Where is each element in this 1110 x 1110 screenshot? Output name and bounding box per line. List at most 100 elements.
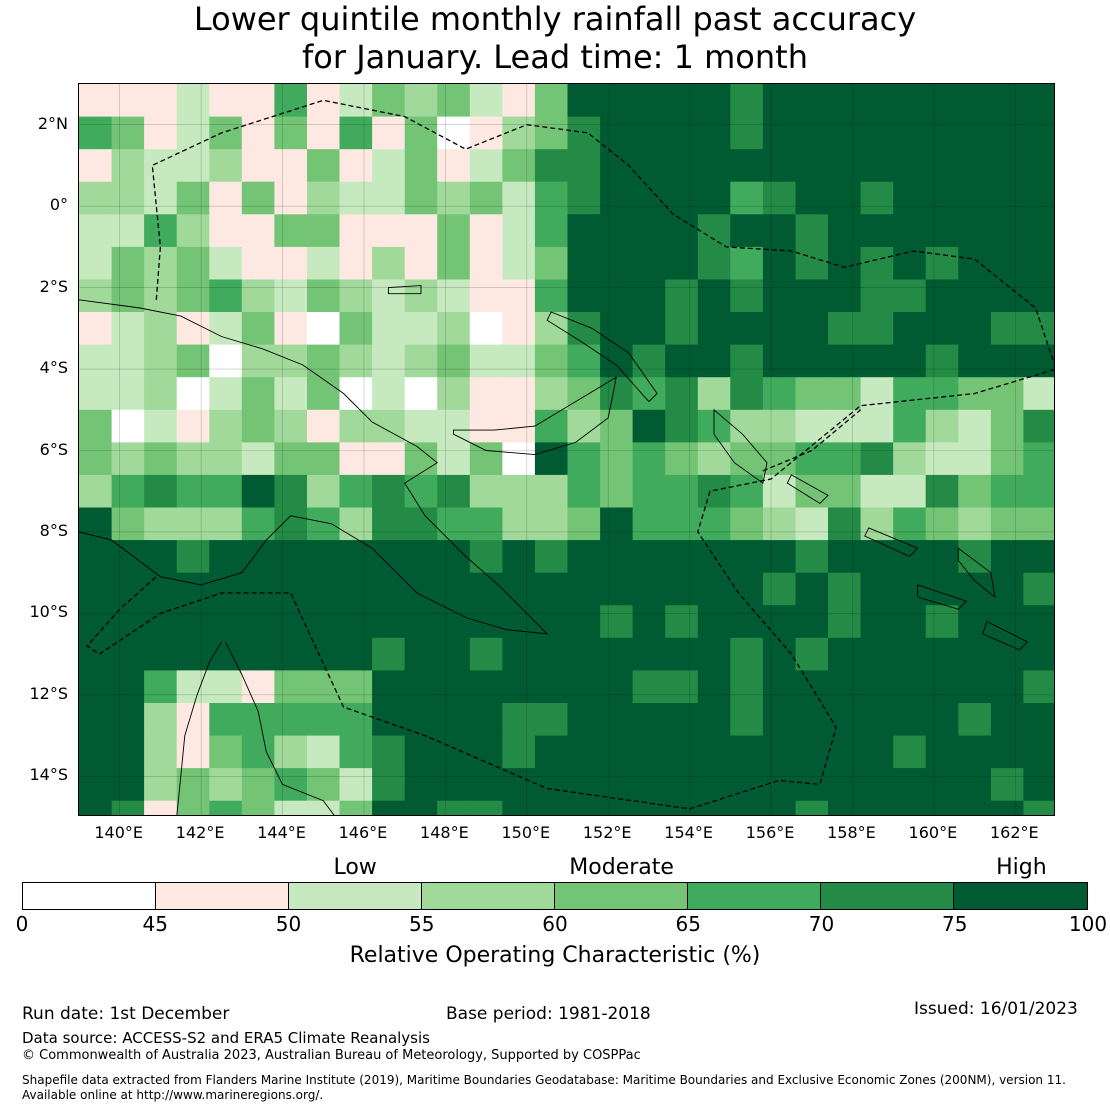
- roc-cell: [144, 442, 178, 476]
- roc-cell: [372, 605, 406, 639]
- roc-cell: [958, 409, 992, 443]
- roc-cell: [730, 572, 764, 606]
- roc-cell: [144, 572, 178, 606]
- roc-cell: [1023, 84, 1054, 118]
- roc-cell: [307, 312, 341, 346]
- roc-cell: [469, 670, 503, 704]
- roc-cell: [144, 84, 178, 118]
- roc-cell: [534, 670, 569, 704]
- roc-cell: [307, 605, 341, 639]
- roc-cell: [925, 637, 959, 671]
- roc-cell: [925, 246, 959, 281]
- roc-cell: [339, 312, 373, 346]
- roc-cell: [925, 768, 959, 802]
- roc-cell: [469, 181, 503, 215]
- roc-cell: [176, 442, 210, 476]
- new-ireland-coastline: [546, 311, 658, 403]
- roc-cell: [437, 507, 471, 541]
- roc-cell: [534, 800, 569, 815]
- roc-cell: [241, 312, 275, 346]
- roc-cell: [958, 181, 992, 215]
- x-tick-label: 142°E: [175, 823, 225, 842]
- roc-cell: [176, 377, 210, 411]
- roc-cell: [795, 572, 829, 606]
- roc-cell: [111, 507, 145, 541]
- roc-cell: [567, 116, 601, 150]
- roc-cell: [860, 279, 894, 313]
- roc-cell: [567, 442, 601, 476]
- roc-cell: [567, 768, 601, 802]
- roc-cell: [176, 670, 210, 704]
- roc-cell: [469, 735, 503, 769]
- roc-cell: [502, 246, 536, 281]
- category-label: High: [996, 855, 1047, 880]
- roc-cell: [209, 409, 243, 443]
- roc-cell: [339, 377, 373, 411]
- roc-cell: [990, 735, 1025, 769]
- roc-cell: [762, 507, 797, 541]
- roc-cell: [665, 703, 699, 737]
- roc-cell: [534, 507, 569, 541]
- roc-cell: [307, 442, 341, 476]
- roc-cell: [274, 703, 308, 737]
- roc-cell: [828, 246, 862, 281]
- roc-cell: [534, 344, 569, 378]
- roc-cell: [209, 703, 243, 737]
- roc-cell: [144, 507, 178, 541]
- y-tick-label: 4°S: [39, 358, 68, 378]
- roc-cell: [241, 116, 275, 150]
- roc-cell: [176, 474, 210, 509]
- roc-cell: [828, 149, 862, 183]
- colorbar-axis-label: Relative Operating Characteristic (%): [349, 943, 761, 968]
- roc-cell: [144, 116, 178, 150]
- roc-cell: [111, 572, 145, 606]
- roc-cell: [502, 474, 536, 509]
- roc-cell: [567, 703, 601, 737]
- roc-cell: [600, 377, 634, 411]
- roc-cell: [1023, 181, 1054, 215]
- roc-cell: [534, 572, 569, 606]
- roc-cell: [241, 149, 275, 183]
- roc-cell: [241, 181, 275, 215]
- roc-cell: [469, 312, 503, 346]
- roc-cell: [632, 474, 666, 509]
- roc-cell: [404, 800, 438, 815]
- roc-cell: [111, 279, 145, 313]
- roc-cell: [437, 540, 471, 574]
- roc-cell: [1023, 637, 1054, 671]
- roc-cell: [795, 637, 829, 671]
- x-tick-label: 156°E: [745, 823, 795, 842]
- roc-cell: [925, 409, 959, 443]
- roc-cell: [339, 572, 373, 606]
- roc-cell: [534, 735, 569, 769]
- roc-cell: [404, 84, 438, 118]
- roc-cell: [795, 149, 829, 183]
- roc-cell: [828, 605, 862, 639]
- roc-cell: [828, 507, 862, 541]
- roc-cell: [893, 344, 927, 378]
- roc-cell: [339, 409, 373, 443]
- roc-cell: [339, 442, 373, 476]
- roc-cell: [404, 246, 438, 281]
- roc-cell: [697, 377, 731, 411]
- roc-cell: [665, 768, 699, 802]
- roc-cell: [893, 149, 927, 183]
- roc-cell: [828, 768, 862, 802]
- roc-cell: [600, 637, 634, 671]
- roc-cell: [1023, 377, 1054, 411]
- roc-cell: [144, 703, 178, 737]
- roc-cell: [372, 116, 406, 150]
- roc-cell: [339, 181, 373, 215]
- roc-cell: [828, 703, 862, 737]
- roc-cell: [632, 116, 666, 150]
- roc-cell: [307, 279, 341, 313]
- roc-cell: [567, 246, 601, 281]
- roc-cell: [274, 377, 308, 411]
- roc-cell: [893, 670, 927, 704]
- roc-cell: [79, 605, 113, 639]
- roc-cell: [534, 540, 569, 574]
- roc-cell: [665, 116, 699, 150]
- roc-cell: [828, 344, 862, 378]
- roc-cell: [274, 84, 308, 118]
- roc-cell: [502, 572, 536, 606]
